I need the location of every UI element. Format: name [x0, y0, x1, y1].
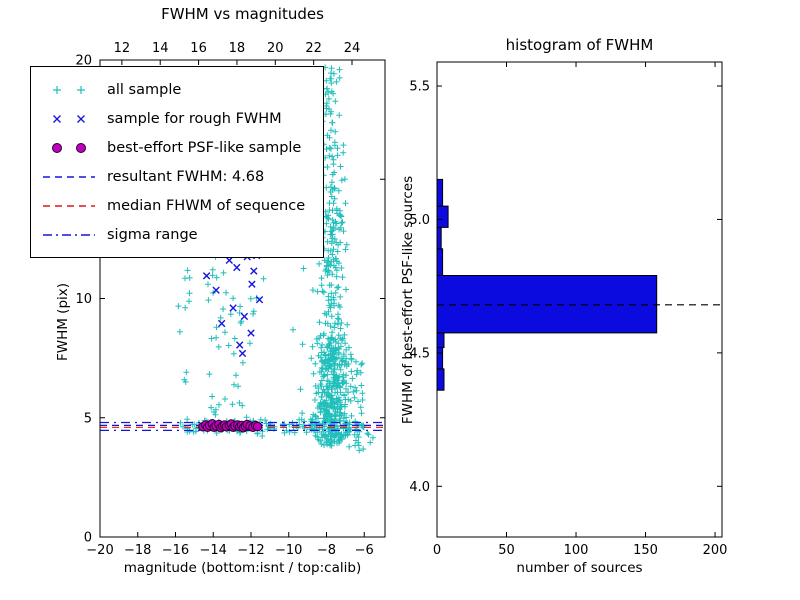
legend-label: resultant FWHM: 4.68 — [107, 168, 265, 185]
svg-text:0: 0 — [84, 531, 92, 546]
legend-label: sigma range — [107, 226, 198, 243]
histogram-bars — [436, 178, 722, 391]
svg-text:−12: −12 — [237, 543, 264, 558]
svg-text:5: 5 — [84, 411, 92, 426]
svg-text:50: 50 — [498, 543, 515, 558]
legend-item-sigma-range: sigma range — [41, 220, 319, 249]
svg-text:18: 18 — [229, 41, 246, 56]
svg-text:4.5: 4.5 — [409, 346, 430, 361]
svg-text:20: 20 — [75, 54, 92, 69]
svg-text:200: 200 — [703, 543, 728, 558]
svg-text:−6: −6 — [355, 543, 374, 558]
legend: all sample sample for rough FWHM best-ef… — [30, 66, 324, 258]
legend-item-resultant-fwhm: resultant FWHM: 4.68 — [41, 162, 319, 191]
svg-text:12: 12 — [114, 41, 131, 56]
svg-text:5.5: 5.5 — [409, 80, 430, 95]
svg-text:−20: −20 — [86, 543, 113, 558]
plus-marker-icon — [41, 81, 97, 99]
svg-text:−8: −8 — [317, 543, 336, 558]
psf-like-points — [198, 419, 263, 433]
right-plot-title: histogram of FWHM — [505, 36, 654, 54]
cross-marker-icon — [41, 110, 97, 128]
rough-fwhm-points — [202, 251, 264, 358]
svg-text:0: 0 — [433, 543, 441, 558]
svg-text:−14: −14 — [200, 543, 227, 558]
svg-text:10: 10 — [75, 292, 92, 307]
svg-text:−18: −18 — [124, 543, 151, 558]
circle-marker-icon — [41, 139, 97, 157]
right-x-axis-label: number of sources — [516, 560, 643, 576]
legend-label: median FHWM of sequence — [107, 197, 306, 214]
dashdot-line-icon — [41, 226, 97, 244]
svg-text:100: 100 — [564, 543, 589, 558]
left-plot-title: FWHM vs magnitudes — [161, 5, 324, 23]
dashed-line-blue-icon — [41, 168, 97, 186]
legend-item-psf-like-sample: best-effort PSF-like sample — [41, 133, 319, 162]
svg-text:20: 20 — [267, 41, 284, 56]
right-plot-axes: 0 50 100 150 200 4.0 4.5 5.0 5.5 — [409, 61, 728, 558]
legend-item-median-fwhm: median FHWM of sequence — [41, 191, 319, 220]
svg-text:22: 22 — [305, 41, 322, 56]
left-y-axis-label: FWHM (pix) — [55, 282, 71, 362]
svg-text:24: 24 — [344, 41, 361, 56]
dashed-line-red-icon — [41, 197, 97, 215]
svg-text:−16: −16 — [162, 543, 189, 558]
svg-text:16: 16 — [190, 41, 207, 56]
svg-text:−10: −10 — [275, 543, 302, 558]
left-x-axis-label: magnitude (bottom:isnt / top:calib) — [123, 560, 362, 576]
svg-text:14: 14 — [152, 41, 169, 56]
svg-text:4.0: 4.0 — [409, 480, 430, 495]
svg-text:5.0: 5.0 — [409, 213, 430, 228]
svg-text:150: 150 — [633, 543, 658, 558]
legend-item-all-sample: all sample — [41, 75, 319, 104]
legend-label: all sample — [107, 81, 182, 98]
legend-label: sample for rough FWHM — [107, 110, 282, 127]
legend-item-rough-fwhm-sample: sample for rough FWHM — [41, 104, 319, 133]
left-plot-data — [100, 64, 385, 454]
legend-label: best-effort PSF-like sample — [107, 139, 302, 156]
right-y-axis-label: FWHM of best-effort PSF-like sources — [400, 175, 416, 425]
